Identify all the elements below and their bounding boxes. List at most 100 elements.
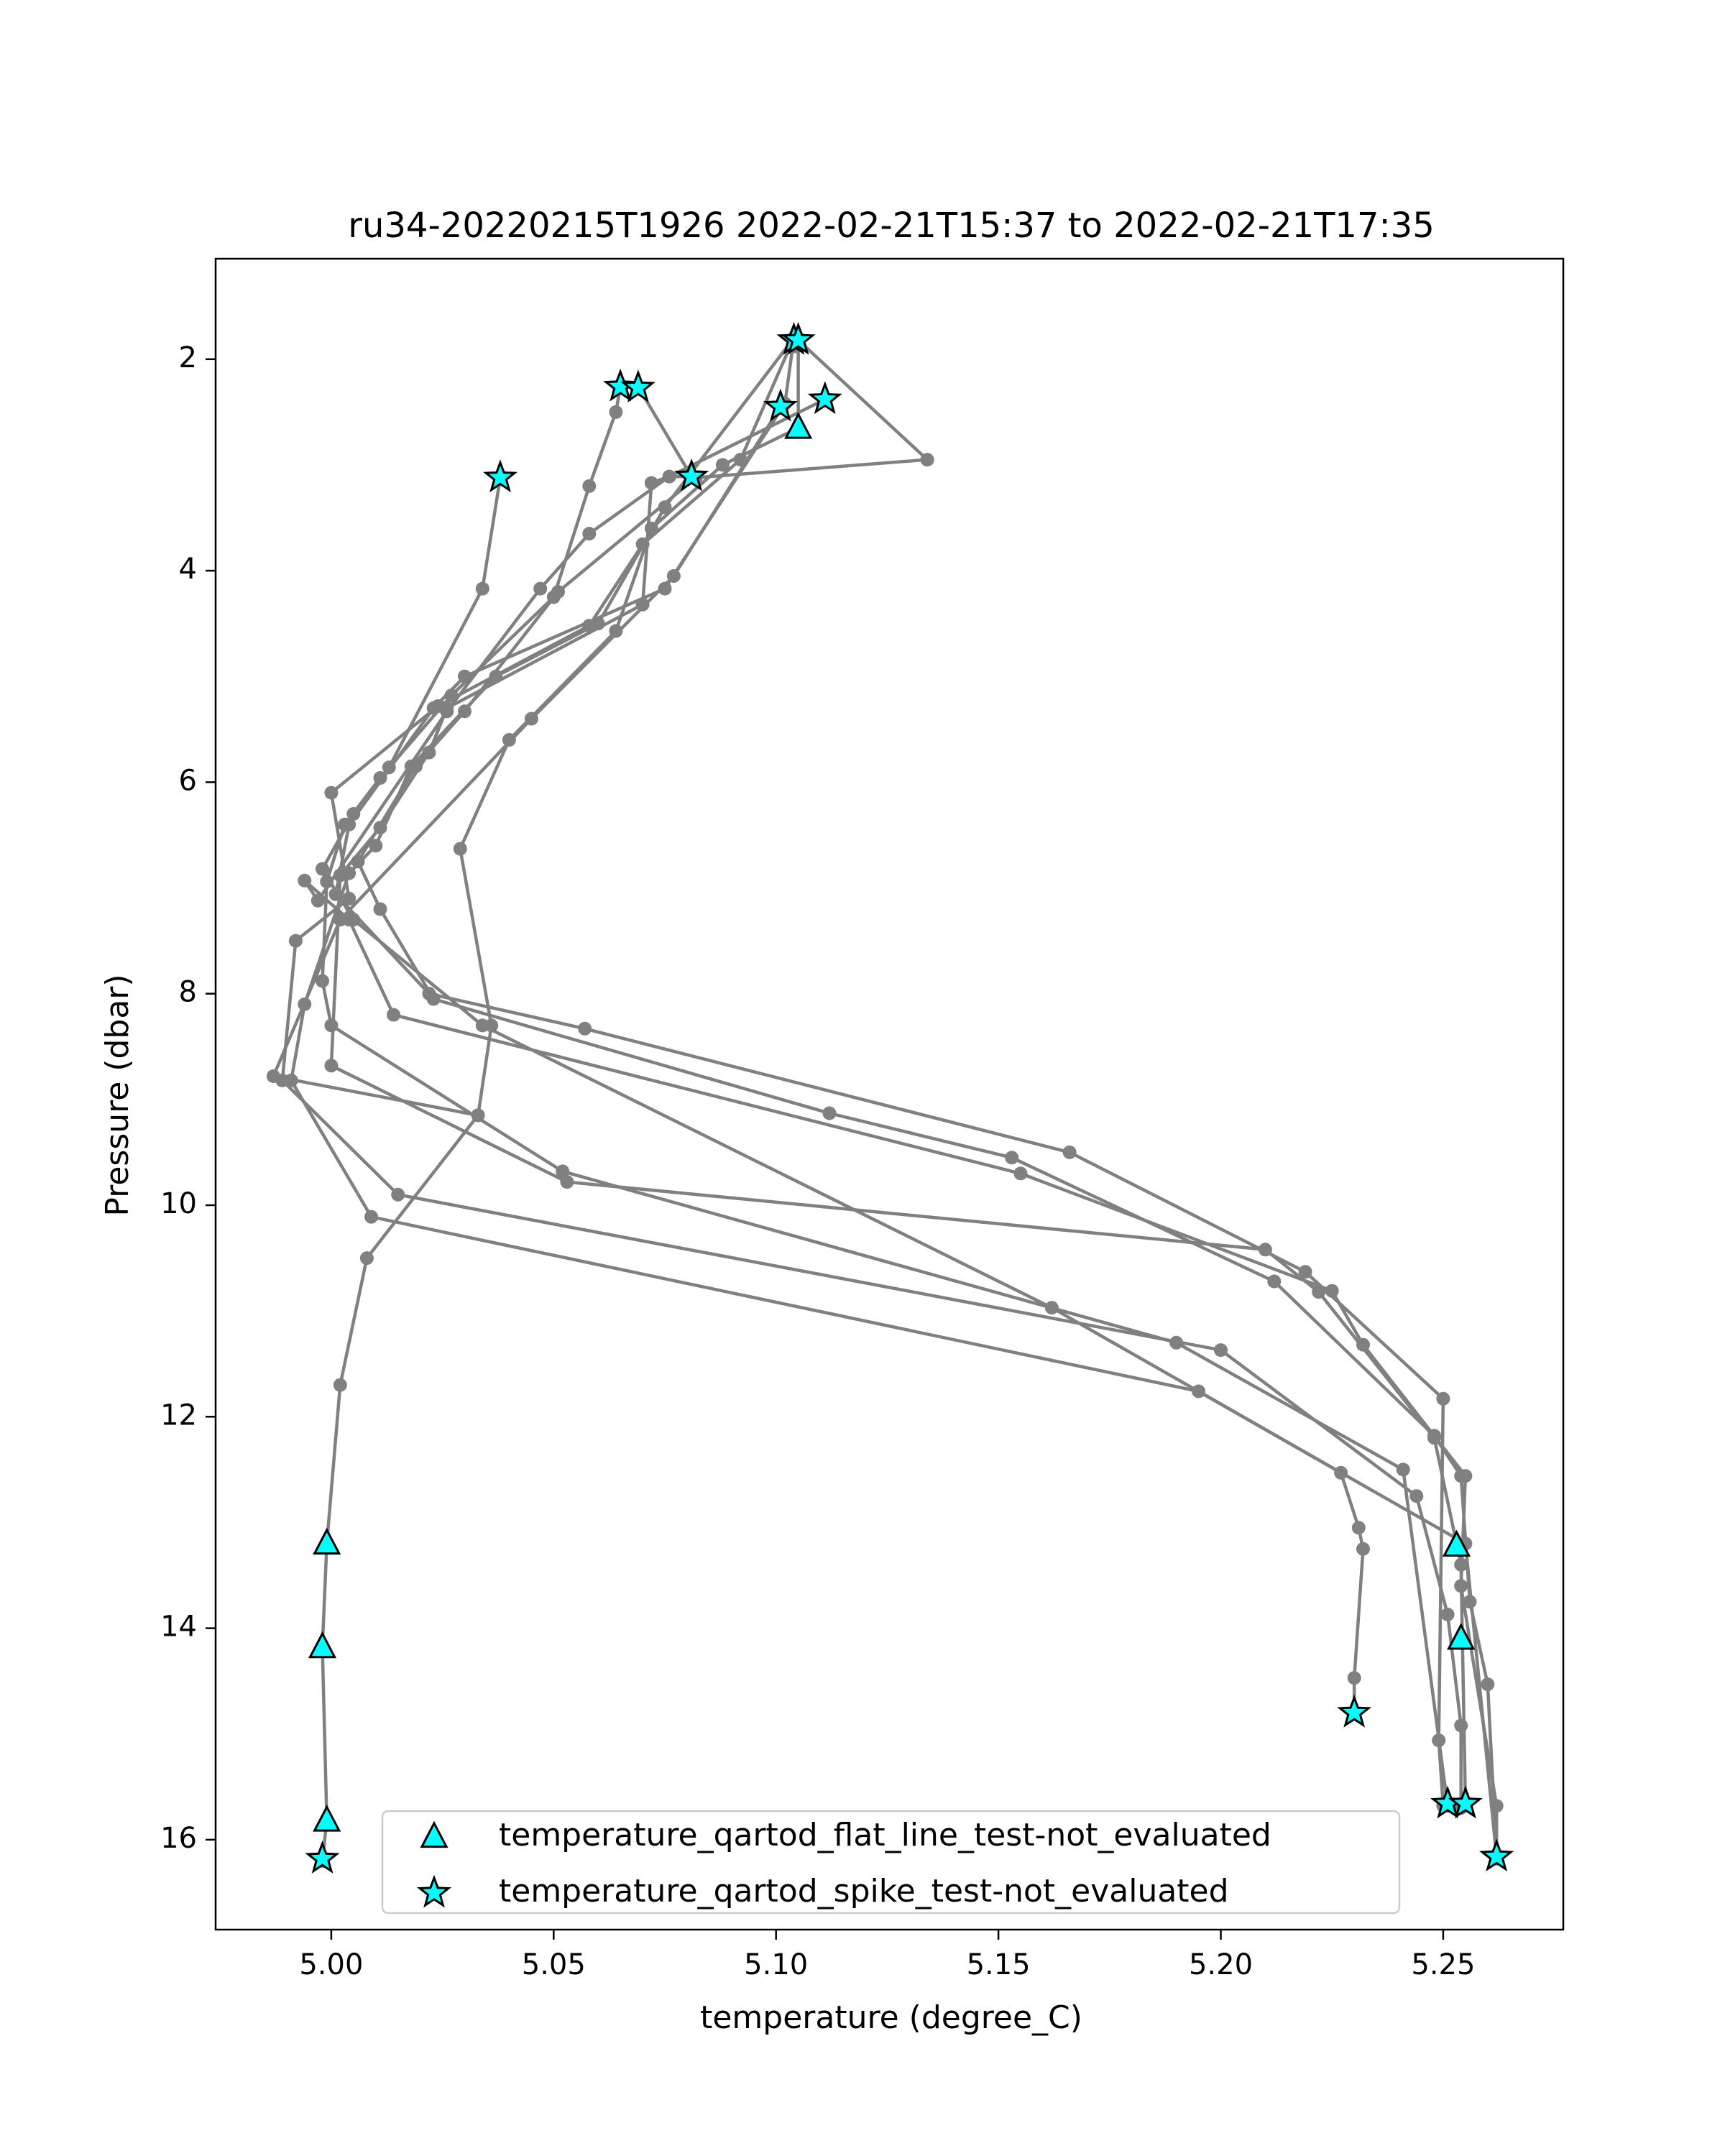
spike-flag-11: [1448, 1785, 1483, 1819]
profile-point-8-10: [1192, 1384, 1206, 1399]
profile-point-5-5: [310, 893, 325, 908]
profile-point-0-1: [475, 581, 489, 596]
legend-box: [381, 1810, 1401, 1915]
y-axis-label: Pressure (dbar): [99, 974, 136, 1216]
profile-point-7-2: [635, 537, 650, 551]
legend-star-shape: [416, 1874, 452, 1908]
x-axis-label: temperature (degree_C): [700, 1999, 1082, 2036]
profile-line-4: [356, 338, 1499, 1857]
profile-point-7-12: [1440, 1608, 1455, 1621]
profile-point-8-8: [284, 1073, 298, 1087]
profile-point-4-15: [1481, 1677, 1495, 1692]
profile-point-3-6: [328, 887, 343, 901]
profile-line-5: [303, 397, 1499, 1859]
profile-point-8-2: [591, 617, 605, 631]
profile-point-5-3: [533, 581, 548, 596]
flat-line-flag-5: [1447, 1623, 1476, 1650]
profile-point-0-2: [382, 760, 396, 775]
spike-flag-7: [674, 458, 709, 492]
legend-triangle-shape: [420, 1820, 448, 1848]
profile-line-9: [321, 1114, 479, 1861]
spike-flag-1: [781, 321, 816, 355]
profile-point-7-7: [288, 934, 303, 948]
profile-point-3-5: [342, 817, 356, 831]
flat-line-flag-1: [313, 1527, 341, 1555]
profile-point-7-6: [342, 891, 356, 906]
y-tick-label-3: 8: [179, 976, 197, 1009]
profile-point-3-11: [1436, 1391, 1450, 1406]
spike-flag-8: [1337, 1694, 1372, 1728]
profile-point-4-4: [458, 704, 472, 719]
profile-point-7-13: [1454, 1718, 1468, 1733]
profile-point-5-13: [1454, 1579, 1468, 1593]
x-tick-label-4: 5.20: [1189, 1948, 1253, 1981]
profile-point-5-14: [1489, 1799, 1504, 1813]
profile-point-4-7: [373, 902, 387, 916]
profile-point-6-10: [644, 521, 658, 535]
profile-line-0: [321, 477, 1499, 1857]
profile-point-6-9: [609, 624, 623, 638]
y-tick-label-1: 4: [179, 553, 197, 586]
profile-point-2-9: [324, 1059, 339, 1073]
profile-point-0-3: [346, 807, 361, 821]
profile-point-5-1: [662, 469, 676, 484]
profile-point-6-2: [524, 711, 538, 726]
profile-point-0-7: [1044, 1301, 1059, 1315]
profile-point-7-11: [1409, 1489, 1424, 1503]
profile-point-7-1: [733, 453, 748, 467]
profile-point-1-7: [320, 875, 334, 889]
profile-point-5-12: [1458, 1469, 1473, 1483]
profile-point-4-14: [1463, 1595, 1477, 1609]
x-tick-label-1: 5.05: [522, 1948, 586, 1981]
profile-point-3-10: [1298, 1265, 1312, 1279]
profile-point-1-8: [316, 974, 329, 988]
profile-point-1-12: [1396, 1462, 1410, 1477]
profile-point-2-7: [373, 821, 387, 835]
profile-point-6-6: [484, 1018, 499, 1033]
flat-line-flag-2: [308, 1631, 337, 1659]
profile-point-1-2: [582, 479, 597, 493]
profile-point-9-1: [359, 1251, 374, 1266]
profile-line-1: [321, 386, 1450, 1807]
profile-point-0-4: [316, 862, 329, 876]
x-tick-label-5: 5.25: [1411, 1948, 1475, 1981]
profile-point-8-3: [489, 669, 503, 683]
profile-point-5-8: [387, 1008, 400, 1022]
profile-point-8-9: [364, 1210, 379, 1224]
profile-point-3-2: [658, 581, 672, 596]
profile-point-3-9: [1062, 1145, 1077, 1159]
legend: temperature_qartod_flat_line_test-not_ev…: [381, 1810, 1401, 1915]
profile-point-4-8: [426, 992, 441, 1006]
profile-point-4-3: [551, 585, 565, 599]
profile-point-6-1: [666, 569, 681, 583]
profile-point-2-3: [644, 476, 658, 490]
profile-point-3-3: [458, 669, 472, 683]
profile-point-1-10: [556, 1164, 570, 1179]
legend-label-spike: temperature_qartod_spike_test-not_evalua…: [499, 1873, 1229, 1909]
profile-point-5-2: [582, 527, 597, 541]
y-tick-label-6: 14: [160, 1611, 197, 1644]
spike-flag-12: [1479, 1838, 1514, 1871]
x-tick-label-2: 5.10: [744, 1948, 808, 1981]
flat-line-flag-3: [313, 1805, 341, 1832]
y-tick-label-5: 12: [160, 1399, 197, 1432]
profile-point-6-3: [333, 913, 347, 927]
profile-point-6-7: [453, 842, 467, 856]
profile-point-9-2: [333, 1378, 347, 1392]
profile-point-8-4: [404, 759, 418, 773]
profile-point-4-6: [351, 854, 365, 869]
spike-flag-5: [807, 381, 842, 415]
profile-point-3-8: [578, 1021, 592, 1036]
profile-point-3-12: [1432, 1733, 1446, 1748]
profile-point-9-0: [471, 1108, 485, 1123]
profile-point-8-7: [298, 997, 312, 1011]
profile-point-2-11: [1258, 1243, 1272, 1257]
profile-point-5-9: [1013, 1166, 1028, 1181]
profile-point-1-4: [444, 688, 459, 703]
y-tick-label-7: 16: [160, 1822, 197, 1855]
profile-lines: [272, 336, 1499, 1861]
qartod-flag-markers: [305, 321, 1514, 1874]
x-axis: 5.00 5.05 5.10 5.15 5.20 5.25: [299, 1930, 1475, 1981]
profile-point-4-11: [1267, 1274, 1282, 1289]
